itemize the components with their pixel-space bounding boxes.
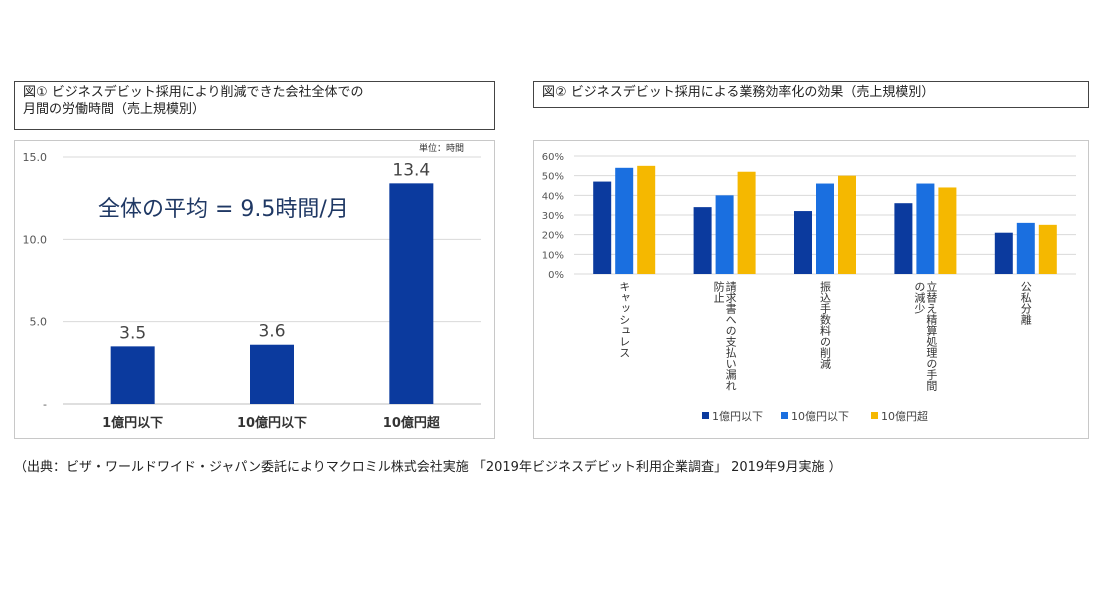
figure2-title: 図② ビジネスデビット採用による業務効率化の効果（売上規模別） xyxy=(542,85,935,100)
bar xyxy=(894,203,913,274)
bar xyxy=(838,175,856,274)
y-tick-label: 15.0 xyxy=(23,151,48,164)
figure1-title-line1: 図① ビジネスデビット採用により削減できた会社全体での xyxy=(23,85,364,100)
figure1-chart-frame: - 5.0 10.0 15.0 3.5 1億円以下 3.6 10億円以下 13.4 10億円超 単位… xyxy=(14,140,495,439)
legend-label: 10億円以下 xyxy=(791,410,849,423)
y-tick-label: 30% xyxy=(542,211,564,222)
x-tick-label: 公私分離 xyxy=(1019,281,1032,326)
figure1-title-line2: 月間の労働時間（売上規模別） xyxy=(23,102,206,117)
legend-label: 1億円以下 xyxy=(712,410,763,423)
bar xyxy=(938,187,957,274)
x-tick-label: 10億円超 xyxy=(383,415,441,431)
legend-swatch xyxy=(781,412,788,419)
data-label: 13.4 xyxy=(392,160,430,180)
figure2-title-box: 図② ビジネスデビット採用による業務効率化の効果（売上規模別） xyxy=(533,81,1089,108)
x-tick-label: 防止 xyxy=(712,280,725,303)
bar xyxy=(593,181,612,274)
y-tick-label: 60% xyxy=(542,152,564,163)
figure1-title-box: 図① ビジネスデビット採用により削減できた会社全体での 月間の労働時間（売上規模… xyxy=(14,81,495,130)
x-tick-label: 立替え精算処理の手間 xyxy=(925,280,938,392)
legend-swatch xyxy=(871,412,878,419)
data-label: 3.6 xyxy=(258,322,285,342)
bar xyxy=(389,183,434,404)
y-tick-label: 50% xyxy=(542,172,564,183)
figure1-chart: - 5.0 10.0 15.0 3.5 1億円以下 3.6 10億円以下 13.4 10億円超 単位… xyxy=(23,142,481,431)
bar xyxy=(1016,222,1035,274)
bar xyxy=(110,346,155,404)
bar xyxy=(637,165,656,274)
y-tick-label: 20% xyxy=(542,231,564,242)
bar xyxy=(715,195,734,274)
x-tick-label: の減少 xyxy=(913,281,926,314)
bar xyxy=(794,211,812,274)
y-tick-label: 40% xyxy=(542,191,564,202)
legend-label: 10億円超 xyxy=(881,409,928,423)
x-tick-label: 1億円以下 xyxy=(102,415,163,431)
bar xyxy=(693,207,712,274)
average-annotation: 全体の平均 = 9.5時間/月 xyxy=(98,197,349,222)
x-tick-label: キャッシュレス xyxy=(618,281,631,358)
y-tick-label: 5.0 xyxy=(30,316,48,329)
bar xyxy=(816,183,834,274)
legend-swatch xyxy=(702,412,709,419)
y-tick-label: 10% xyxy=(542,250,564,261)
y-tick-label: 10.0 xyxy=(23,233,48,246)
x-tick-label: 請求書への支払い漏れ xyxy=(724,280,737,391)
bar xyxy=(250,344,294,404)
bar xyxy=(615,167,634,274)
y-tick-label: - xyxy=(43,398,47,411)
bar xyxy=(737,171,756,274)
data-label: 3.5 xyxy=(119,323,146,343)
bar xyxy=(916,183,935,274)
bar xyxy=(1038,224,1057,274)
x-tick-label: 10億円以下 xyxy=(237,415,307,431)
source-footnote: （出典：ビザ・ワールドワイド・ジャパン委託によりマクロミル株式会社実施 「201… xyxy=(14,460,842,475)
unit-label: 単位：時間 xyxy=(419,142,464,154)
x-tick-label: 振込手数料の削減 xyxy=(819,280,832,370)
y-tick-label: 0% xyxy=(548,270,564,281)
figure2-chart-frame: 0% 10% 20% 30% 40% 50% 60% キャッシュレス 請求書への支払い漏れ 防止 振… xyxy=(533,140,1089,439)
bar xyxy=(994,232,1013,274)
